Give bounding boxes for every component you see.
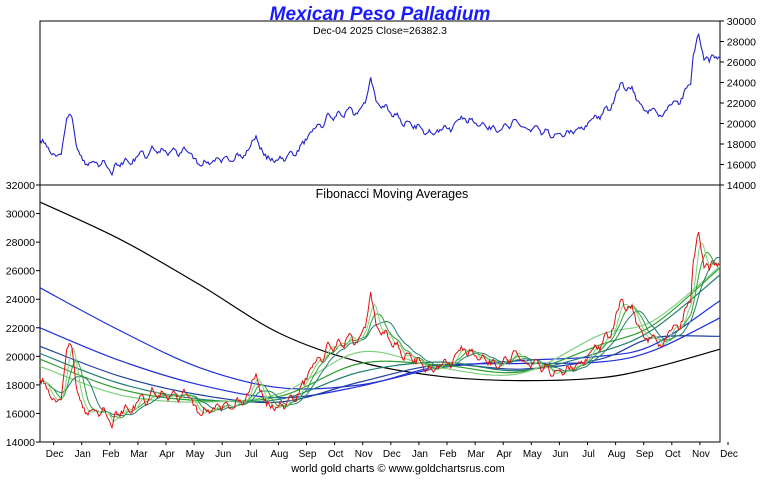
ma-x-tick-label: Aug xyxy=(271,449,289,460)
ma-x-tick-label: Jul xyxy=(582,449,595,460)
ma-x-tick-label: Jun xyxy=(215,449,231,460)
ma-x-tick-label: May xyxy=(523,449,542,460)
chart-title: Mexican Peso Palladium xyxy=(270,4,491,25)
ma-x-tick-label: May xyxy=(186,449,205,460)
ma-x-tick-label: Dec xyxy=(720,449,738,460)
ma-y-tick-label: 16000 xyxy=(6,408,35,420)
ma-y-tick-label: 22000 xyxy=(6,323,35,335)
price-y-tick-label: 26000 xyxy=(727,57,756,69)
price-y-tick-label: 16000 xyxy=(727,160,756,172)
ma-y-tick-label: 26000 xyxy=(6,266,35,278)
price-panel-frame xyxy=(39,20,721,186)
price-line xyxy=(39,32,721,177)
ma-y-tick-label: 32000 xyxy=(6,180,35,192)
ma-x-tick-label: Jan xyxy=(412,449,428,460)
ma-x-tick-label: Feb xyxy=(439,449,457,460)
ma-x-tick-label: Oct xyxy=(328,449,344,460)
ma-x-tick-label: Sep xyxy=(299,449,317,460)
price-y-tick-label: 14000 xyxy=(727,180,756,192)
ma-y-tick-label: 20000 xyxy=(6,351,35,363)
ma-short-ma_lightgreen xyxy=(39,242,721,423)
ma-short-ma_teal xyxy=(39,256,721,417)
ma-x-tick-label: Nov xyxy=(355,449,373,460)
price-y-tick-label: 24000 xyxy=(727,78,756,90)
ma-x-tick-label: Dec xyxy=(383,449,401,460)
ma-x-tick-label: Jan xyxy=(75,449,91,460)
ma-lines xyxy=(39,201,721,430)
ma-x-tick-label: Nov xyxy=(692,449,710,460)
ma-x-tick-label: Apr xyxy=(496,449,512,460)
ma-x-tick-label: Dec xyxy=(46,449,64,460)
ma-x-tick-label: Sep xyxy=(636,449,654,460)
ma-x-tick-label: Jun xyxy=(552,449,568,460)
ma-x-tick-label: Mar xyxy=(130,449,148,460)
price-y-tick-label: 30000 xyxy=(727,16,756,28)
ma-y-tick-label: 18000 xyxy=(6,380,35,392)
ma-y-tick-label: 14000 xyxy=(6,437,35,449)
price-y-tick-label: 22000 xyxy=(727,98,756,110)
price-panel-y-axis: 14000 16000 18000 20000 22000 24000 26000 28000… xyxy=(720,16,756,192)
ma-x-tick-label: Apr xyxy=(159,449,175,460)
ma-panel-y-axis: 14000 16000 18000 20000 22000 24000 26000 28000… xyxy=(6,180,40,449)
footer-credit: world gold charts © www.goldchartsrus.co… xyxy=(290,463,505,475)
ma-line-ma_navy xyxy=(39,335,721,404)
ma-y-tick-label: 28000 xyxy=(6,237,35,249)
ma-x-tick-label: Oct xyxy=(665,449,681,460)
ma-panel-title: Fibonacci Moving Averages xyxy=(316,187,469,201)
ma-x-tick-label: Aug xyxy=(608,449,626,460)
price-panel-subtitle: Dec-04 2025 Close=26382.3 xyxy=(313,25,447,37)
ma-line-ma_teal xyxy=(39,274,721,403)
ma-line-ma_lightgreen xyxy=(39,265,721,403)
ma-y-tick-label: 30000 xyxy=(6,209,35,221)
ma-y-tick-label: 24000 xyxy=(6,294,35,306)
ma-x-tick-label: Jul xyxy=(245,449,258,460)
ma-panel-frame xyxy=(39,184,721,443)
price-y-tick-label: 18000 xyxy=(727,139,756,151)
ma-price-red xyxy=(39,231,721,430)
ma-line-ma_black xyxy=(39,201,721,382)
price-y-tick-label: 28000 xyxy=(727,37,756,49)
ma-x-tick-label: Mar xyxy=(467,449,485,460)
price-y-tick-label: 20000 xyxy=(727,119,756,131)
ma-line-ma_blue xyxy=(39,317,721,399)
ma-x-tick-label: Feb xyxy=(102,449,120,460)
ma-panel-x-axis: Dec Jan Feb Mar Apr May Jun Jul Aug Sep Oct Nov Dec J… xyxy=(46,442,738,460)
ma-line-ma_blue xyxy=(39,287,721,390)
